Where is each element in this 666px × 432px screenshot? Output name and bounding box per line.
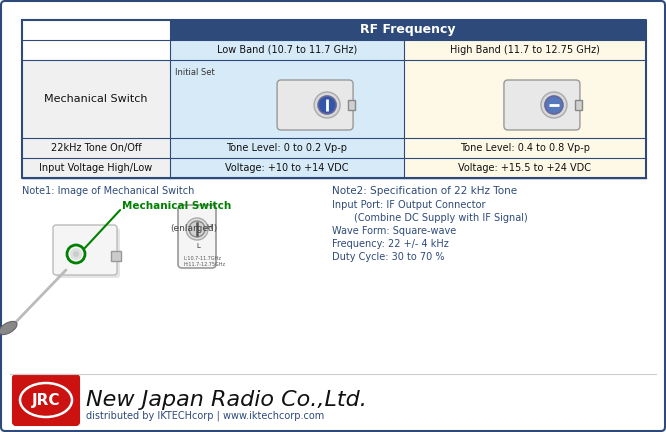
FancyBboxPatch shape — [178, 205, 216, 268]
FancyBboxPatch shape — [504, 80, 580, 130]
Text: Note1: Image of Mechanical Switch: Note1: Image of Mechanical Switch — [22, 186, 194, 196]
Text: 22kHz Tone On/Off: 22kHz Tone On/Off — [51, 143, 141, 153]
Text: Low Band (10.7 to 11.7 GHz): Low Band (10.7 to 11.7 GHz) — [217, 45, 357, 55]
Text: L:10.7-11.7GHz
H:11.7-12.75GHz: L:10.7-11.7GHz H:11.7-12.75GHz — [183, 256, 225, 267]
FancyBboxPatch shape — [348, 100, 355, 110]
Text: Input Port: IF Output Connector: Input Port: IF Output Connector — [332, 200, 486, 210]
FancyBboxPatch shape — [170, 138, 404, 158]
FancyBboxPatch shape — [277, 80, 353, 130]
Circle shape — [318, 96, 336, 114]
Ellipse shape — [0, 321, 17, 335]
Text: (Combine DC Supply with IF Signal): (Combine DC Supply with IF Signal) — [354, 213, 527, 223]
Text: High Band (11.7 to 12.75 GHz): High Band (11.7 to 12.75 GHz) — [450, 45, 600, 55]
Text: distributed by IKTECHcorp | www.iktechcorp.com: distributed by IKTECHcorp | www.iktechco… — [86, 411, 324, 421]
FancyBboxPatch shape — [1, 1, 665, 431]
Text: Frequency: 22 +/- 4 kHz: Frequency: 22 +/- 4 kHz — [332, 239, 449, 249]
Circle shape — [314, 92, 340, 118]
FancyBboxPatch shape — [13, 375, 79, 425]
FancyBboxPatch shape — [170, 60, 404, 138]
Circle shape — [186, 218, 208, 240]
Text: Mechanical Switch: Mechanical Switch — [122, 201, 231, 211]
FancyBboxPatch shape — [22, 138, 170, 158]
Text: L: L — [196, 243, 200, 249]
FancyBboxPatch shape — [170, 40, 404, 60]
Text: Voltage: +15.5 to +24 VDC: Voltage: +15.5 to +24 VDC — [458, 163, 591, 173]
FancyBboxPatch shape — [56, 228, 120, 278]
Text: Tone Level: 0.4 to 0.8 Vp-p: Tone Level: 0.4 to 0.8 Vp-p — [460, 143, 590, 153]
FancyBboxPatch shape — [404, 40, 646, 60]
Text: Mechanical Switch: Mechanical Switch — [44, 94, 148, 104]
FancyBboxPatch shape — [111, 251, 121, 261]
FancyBboxPatch shape — [575, 100, 582, 110]
Text: Tone Level: 0 to 0.2 Vp-p: Tone Level: 0 to 0.2 Vp-p — [226, 143, 348, 153]
FancyBboxPatch shape — [22, 20, 170, 60]
FancyBboxPatch shape — [22, 158, 170, 178]
Circle shape — [541, 92, 567, 118]
Text: Wave Form: Square-wave: Wave Form: Square-wave — [332, 226, 456, 236]
FancyBboxPatch shape — [170, 158, 404, 178]
Text: Initial Set: Initial Set — [175, 68, 214, 77]
Text: Voltage: +10 to +14 VDC: Voltage: +10 to +14 VDC — [225, 163, 349, 173]
FancyBboxPatch shape — [404, 138, 646, 158]
Circle shape — [545, 96, 563, 114]
Text: JRC: JRC — [32, 394, 60, 409]
Circle shape — [70, 248, 82, 260]
Text: New Japan Radio Co.,Ltd.: New Japan Radio Co.,Ltd. — [86, 390, 367, 410]
Text: Duty Cycle: 30 to 70 %: Duty Cycle: 30 to 70 % — [332, 252, 444, 262]
FancyBboxPatch shape — [404, 158, 646, 178]
Text: Note2: Specification of 22 kHz Tone: Note2: Specification of 22 kHz Tone — [332, 186, 517, 196]
FancyBboxPatch shape — [404, 60, 646, 138]
Text: RF Frequency: RF Frequency — [360, 23, 456, 36]
FancyBboxPatch shape — [22, 60, 170, 138]
Text: Input Voltage High/Low: Input Voltage High/Low — [39, 163, 153, 173]
FancyBboxPatch shape — [53, 225, 117, 275]
Text: H: H — [206, 224, 211, 230]
Circle shape — [73, 251, 79, 257]
FancyBboxPatch shape — [170, 20, 646, 40]
Circle shape — [189, 221, 205, 237]
Text: (enlarged): (enlarged) — [170, 224, 217, 233]
